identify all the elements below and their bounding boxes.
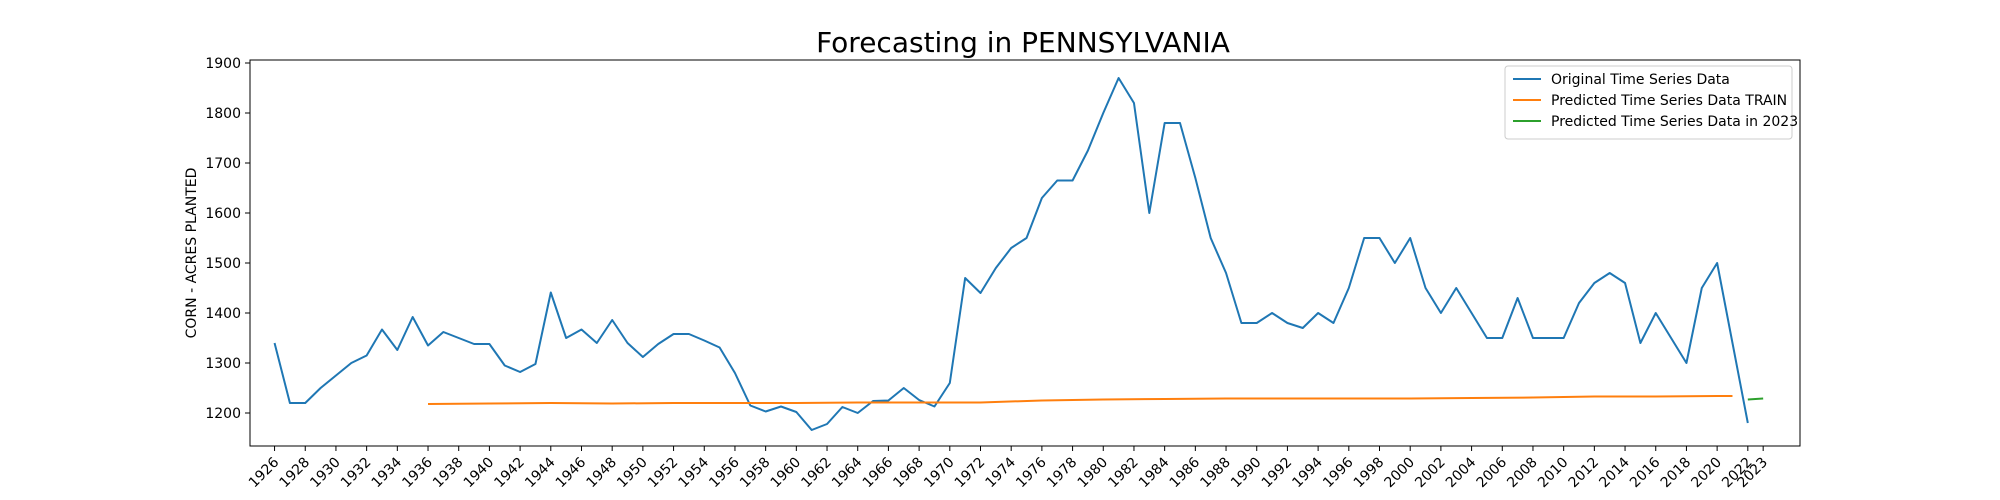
x-tick-label: 1992 (1259, 455, 1296, 492)
x-tick-label: 1952 (645, 455, 682, 492)
x-tick-label: 2010 (1535, 455, 1572, 492)
y-tick-label: 1300 (205, 356, 241, 372)
x-tick-label: 1930 (307, 455, 344, 492)
y-tick-label: 1800 (205, 106, 241, 122)
x-tick-label: 1968 (890, 455, 927, 492)
x-tick-label: 1998 (1351, 455, 1388, 492)
legend-label: Original Time Series Data (1551, 72, 1730, 88)
x-tick-label: 1986 (1167, 454, 1204, 491)
x-tick-label: 1970 (921, 455, 958, 492)
y-tick-label: 1200 (205, 406, 241, 422)
legend-label: Predicted Time Series Data TRAIN (1551, 93, 1787, 109)
x-tick-label: 1982 (1105, 455, 1142, 492)
y-tick-label: 1400 (205, 306, 241, 322)
x-tick-label: 1960 (768, 455, 805, 492)
x-tick-label: 2000 (1382, 455, 1419, 492)
x-tick-label: 1994 (1289, 454, 1326, 491)
x-tick-label: 1990 (1228, 455, 1265, 492)
x-tick-label: 1972 (952, 455, 989, 492)
x-tick-label: 1956 (706, 454, 743, 491)
x-tick-label: 1946 (553, 454, 590, 491)
x-tick-label: 1958 (737, 455, 774, 492)
legend-box (1504, 65, 1793, 140)
x-tick-label: 1980 (1075, 455, 1112, 492)
x-tick-label: 2018 (1658, 455, 1695, 492)
y-tick-label: 1500 (205, 256, 241, 272)
x-axis: 1926192819301932193419361938194019421944… (246, 446, 1771, 491)
x-tick-label: 1932 (338, 455, 375, 492)
x-tick-label: 2002 (1412, 455, 1449, 492)
x-tick-label: 1940 (461, 455, 498, 492)
series-line-1 (428, 395, 1733, 405)
x-tick-label: 1942 (491, 455, 528, 492)
y-tick-label: 1600 (205, 206, 241, 222)
x-tick-label: 1938 (430, 455, 467, 492)
x-tick-label: 1950 (614, 455, 651, 492)
x-tick-label: 2012 (1566, 455, 1603, 492)
x-tick-label: 1978 (1044, 455, 1081, 492)
y-tick-label: 1700 (205, 156, 241, 172)
x-tick-label: 2006 (1474, 454, 1511, 491)
chart-title: Forecasting in PENNSYLVANIA (816, 26, 1230, 59)
x-tick-label: 1984 (1136, 454, 1173, 491)
legend-label: Predicted Time Series Data in 2023 (1551, 114, 1798, 130)
x-tick-label: 1944 (522, 454, 559, 491)
x-tick-label: 2004 (1443, 454, 1480, 491)
x-tick-label: 1936 (399, 454, 436, 491)
x-tick-label: 1954 (676, 454, 713, 491)
legend: Original Time Series Data Predicted Time … (1504, 65, 1798, 140)
series-layer (273, 77, 1764, 431)
y-axis: 1200 1300 1400 1500 1600 1700 1800 1900 (205, 56, 250, 422)
x-tick-label: 1974 (983, 454, 1020, 491)
x-tick-label: 1964 (829, 454, 866, 491)
y-tick-label: 1900 (205, 56, 241, 72)
x-tick-label: 1966 (860, 454, 897, 491)
x-tick-label: 1926 (246, 454, 283, 491)
x-tick-label: 1962 (798, 455, 835, 492)
series-line-0 (273, 77, 1749, 431)
plot-area (249, 59, 1801, 447)
x-tick-label: 2008 (1504, 455, 1541, 492)
x-tick-label: 1934 (369, 454, 406, 491)
x-tick-label: 2014 (1596, 454, 1633, 491)
x-tick-label: 2016 (1627, 454, 1664, 491)
x-tick-label: 2020 (1688, 455, 1725, 492)
series-line-2 (1747, 397, 1764, 401)
x-tick-label: 1976 (1013, 454, 1050, 491)
x-tick-label: 1948 (583, 455, 620, 492)
x-tick-label: 1928 (277, 455, 314, 492)
x-tick-label: 1988 (1197, 455, 1234, 492)
y-axis-label: CORN - ACRES PLANTED (184, 168, 200, 339)
x-tick-label: 1996 (1320, 454, 1357, 491)
